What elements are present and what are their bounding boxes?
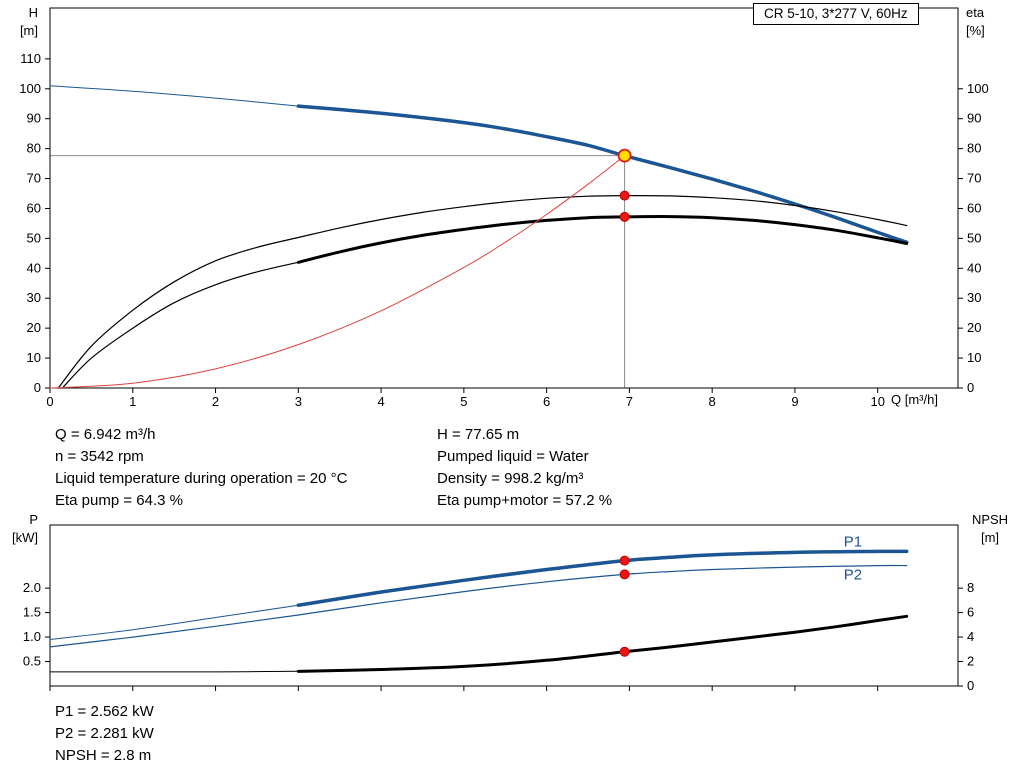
duty-info-left-column: Q = 6.942 m³/h n = 3542 rpm Liquid tempe… (55, 424, 347, 512)
info-line-speed: n = 3542 rpm (55, 448, 144, 465)
h-axis-label-line2: [m] (19, 23, 38, 38)
y-left-tick-label: 2.0 (23, 580, 41, 595)
y-right-tick-label: 60 (967, 200, 981, 215)
x-tick-label: 9 (791, 394, 798, 409)
y-left-tick-label: 10 (27, 350, 41, 365)
p1-point-marker (619, 555, 630, 566)
p2-point-marker (619, 569, 630, 580)
y-left-tick-label: 90 (27, 111, 41, 126)
y-left-tick-label: 20 (27, 320, 41, 335)
info-line-p1: P1 = 2.562 kW (55, 703, 154, 720)
y-right-tick-label: 4 (967, 629, 974, 644)
y-right-tick-label: 70 (967, 171, 981, 186)
y-right-tick-label: 0 (967, 678, 974, 693)
x-tick-label: 1 (129, 394, 136, 409)
eta-axis-label: eta [%] (966, 4, 1020, 40)
y-right-tick-label: 10 (967, 350, 981, 365)
y-right-tick-label: 80 (967, 141, 981, 156)
x-tick-label: 10 (870, 394, 884, 409)
head-curve-low-flow (49, 85, 299, 107)
info-line-p2: P2 = 2.281 kW (55, 725, 154, 742)
info-line-pumped-liquid: Pumped liquid = Water (437, 448, 589, 465)
y-right-tick-label: 6 (967, 605, 974, 620)
q-axis-unit-label: Q [m³/h] (891, 392, 938, 407)
npsh-curve-low-flow (49, 670, 299, 673)
x-tick-label: 7 (626, 394, 633, 409)
p-axis-label: P [kW] (0, 511, 44, 547)
eta-pump-curve (57, 195, 908, 389)
pump-title-box: CR 5-10, 3*277 V, 60Hz (753, 3, 919, 25)
eta-pump-motor-point-marker (619, 211, 630, 222)
y-left-tick-label: 80 (27, 141, 41, 156)
p-axis-label-line1: P (29, 512, 38, 527)
head-curve (296, 104, 909, 245)
duty-point-marker[interactable] (617, 148, 632, 163)
y-left-tick-label: 30 (27, 290, 41, 305)
x-tick-label: 2 (212, 394, 219, 409)
y-right-tick-label: 8 (967, 580, 974, 595)
eta-pump-point-marker (619, 190, 630, 201)
npsh-axis-label: NPSH [m] (961, 511, 1019, 547)
y-left-tick-label: 40 (27, 260, 41, 275)
info-line-eta-pump-motor: Eta pump+motor = 57.2 % (437, 492, 613, 509)
info-line-head: H = 77.65 m (437, 426, 520, 443)
p2-curve (49, 564, 908, 648)
y-right-tick-label: 2 (967, 654, 974, 669)
y-right-tick-label: 50 (967, 230, 981, 245)
p2-curve-label: P2 (844, 566, 862, 583)
plot-frame-hq (49, 7, 959, 389)
npsh-axis-label-line1: NPSH (971, 512, 1009, 527)
p1-curve-label: P1 (844, 534, 862, 551)
info-line-npsh: NPSH = 2.8 m (55, 747, 152, 764)
npsh-axis-label-line2: [m] (980, 530, 1000, 545)
plot-frame-power (49, 524, 959, 687)
y-left-tick-label: 0.5 (23, 654, 41, 669)
y-left-tick-label: 110 (20, 51, 41, 66)
y-left-tick-label: 60 (27, 200, 41, 215)
info-line-liquid-temp: Liquid temperature during operation = 20… (55, 470, 348, 487)
duty-info-right-column: H = 77.65 m Pumped liquid = Water Densit… (437, 424, 612, 512)
x-tick-label: 5 (460, 394, 467, 409)
eta-axis-label-line1: eta (966, 5, 985, 20)
y-right-tick-label: 100 (967, 81, 989, 96)
y-right-tick-label: 0 (967, 380, 974, 395)
y-right-tick-label: 20 (967, 320, 981, 335)
power-info-column: P1 = 2.562 kW P2 = 2.281 kW NPSH = 2.8 m (55, 701, 154, 767)
y-left-tick-label: 70 (27, 171, 41, 186)
y-left-tick-label: 100 (19, 81, 41, 96)
eta-pump-motor-curve (296, 215, 909, 264)
x-tick-label: 3 (295, 394, 302, 409)
eta-pump-motor-low-flow (61, 261, 299, 389)
h-axis-label-line1: H (28, 5, 38, 20)
y-right-tick-label: 30 (967, 290, 981, 305)
info-line-density: Density = 998.2 kg/m³ (437, 470, 584, 487)
info-line-eta-pump: Eta pump = 64.3 % (55, 492, 183, 509)
y-right-tick-label: 90 (967, 111, 981, 126)
eta-axis-label-line2: [%] (966, 23, 985, 38)
h-axis-label: H [m] (0, 4, 44, 40)
y-left-tick-label: 1.5 (23, 605, 41, 620)
x-tick-label: 6 (543, 394, 550, 409)
y-left-tick-label: 1.0 (23, 629, 41, 644)
system-curve (49, 155, 626, 389)
info-line-q: Q = 6.942 m³/h (55, 426, 156, 443)
p1-curve (296, 549, 909, 608)
y-left-tick-label: 0 (34, 380, 41, 395)
x-tick-label: 8 (709, 394, 716, 409)
npsh-point-marker (619, 646, 630, 657)
x-tick-label: 0 (46, 394, 53, 409)
y-right-tick-label: 40 (967, 260, 981, 275)
p1-curve-low-flow (49, 604, 299, 641)
y-left-tick-label: 50 (27, 230, 41, 245)
npsh-curve (296, 614, 909, 673)
p-axis-label-line2: [kW] (12, 530, 38, 545)
x-tick-label: 4 (377, 394, 384, 409)
